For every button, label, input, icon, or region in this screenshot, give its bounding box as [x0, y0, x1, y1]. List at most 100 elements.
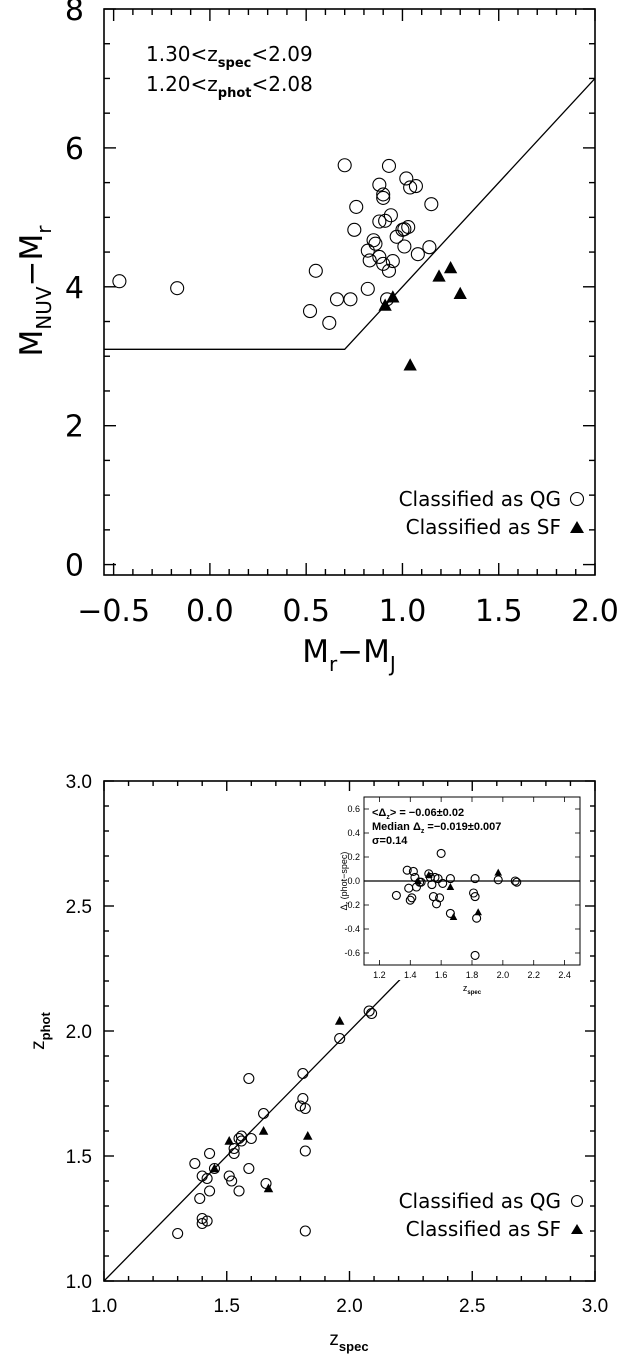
qg-sf-dividing-line: [104, 78, 596, 350]
sf-point: [258, 1126, 269, 1135]
sf-point: [432, 269, 446, 282]
inset-ytick-label: 0.4: [347, 828, 360, 838]
panel2-xtick-label: 1.5: [214, 1296, 240, 1317]
panel1-xtick-label: −0.5: [77, 594, 150, 629]
qg-point: [362, 253, 377, 268]
sf-point: [334, 1016, 345, 1025]
panel1-xlabel: Mr−MJ: [302, 634, 396, 676]
qg-point: [201, 1215, 213, 1227]
zphot-range-label: 1.20<zphot<2.08: [146, 72, 313, 101]
qg-point: [201, 1172, 213, 1185]
sf-point: [386, 290, 400, 303]
inset-qg-point: [435, 893, 445, 903]
inset-qg-point: [445, 908, 455, 918]
inset-ytick-label: 0.2: [347, 852, 360, 862]
qg-point: [297, 1092, 309, 1105]
inset-qg-point: [402, 865, 412, 875]
qg-point: [399, 171, 414, 186]
inset-ytick-label: -0.2: [344, 900, 360, 910]
panel2-ytick-label: 1.0: [66, 1272, 92, 1293]
qg-point: [372, 177, 387, 192]
sf-point: [403, 358, 417, 371]
qg-point: [233, 1185, 245, 1197]
qg-point: [299, 1225, 311, 1237]
one-to-one-line: [103, 975, 404, 1282]
qg-point: [204, 1147, 216, 1160]
sf-point: [224, 1136, 234, 1145]
panel1-frame: [103, 8, 596, 576]
panel2-xtick-label: 3.0: [582, 1296, 608, 1317]
qg-point: [422, 240, 437, 255]
qg-point: [410, 247, 425, 262]
qg-point: [329, 292, 345, 307]
qg-point: [112, 274, 127, 289]
legend-sf-marker: [570, 521, 584, 533]
qg-point: [228, 1142, 240, 1155]
inset-qg-point: [407, 893, 417, 903]
inset-qg-point: [470, 874, 480, 884]
panel2-ylabel: zphot: [28, 1012, 53, 1050]
inset-qg-point: [470, 950, 480, 960]
inset-qg-point: [445, 874, 455, 884]
zspec-range-label: 1.30<zspec<2.09: [146, 42, 313, 71]
inset-sf-point: [449, 913, 458, 920]
inset-xtick-label: 1.4: [404, 970, 417, 980]
qg-point: [366, 233, 381, 248]
qg-point: [349, 199, 364, 214]
qg-point: [360, 281, 375, 296]
qg-point: [243, 1162, 255, 1175]
inset-qg-point: [433, 874, 443, 884]
panel2-xtick-label: 2.5: [459, 1296, 485, 1317]
inset-ytick-label: 0.0: [347, 876, 360, 886]
qg-point: [223, 1170, 235, 1182]
inset-xtick-label: 2.0: [497, 970, 510, 980]
inset-sf-point: [446, 883, 455, 890]
inset-ytick-label: -0.4: [344, 924, 360, 934]
qg-point: [372, 214, 387, 229]
panel1-ylabel: MNUV−Mr: [14, 225, 56, 357]
inset-qg-point: [493, 875, 503, 885]
legend-qg-marker: [569, 491, 585, 507]
inset-qg-point: [470, 892, 480, 902]
redshift-panel: 1.0 1.5 2.0 2.5 3.0 1.0 1.5 2.0 2.5 3.0 Classifie…: [28, 772, 608, 1354]
inset-qg-point: [510, 876, 520, 886]
inset-xtick-label: 1.6: [435, 970, 448, 980]
qg-point: [347, 222, 362, 237]
inset-qg-point: [391, 890, 401, 900]
inset-xtick-label: 1.8: [466, 970, 479, 980]
sf-point: [303, 1131, 313, 1140]
legend2-qg-marker: [570, 1194, 584, 1208]
panel2-xtick-label: 2.0: [336, 1296, 362, 1317]
qg-point: [334, 1032, 346, 1045]
inset-qg-point: [438, 878, 448, 888]
legend-qg-label: Classified as QG: [399, 487, 561, 511]
inset-median-label: Median Δz =−0.019±0.007: [372, 821, 501, 835]
legend2-sf-marker: [571, 1224, 583, 1234]
qg-point: [172, 1227, 184, 1240]
qg-point: [226, 1175, 238, 1187]
qg-point: [401, 220, 416, 235]
inset-qg-point: [405, 895, 415, 905]
panel1-xtick-label: 1.5: [475, 594, 523, 629]
qg-point: [189, 1157, 201, 1170]
panel1-ytick-label: 8: [65, 0, 84, 28]
qg-point: [308, 263, 323, 278]
qg-point: [228, 1147, 240, 1160]
qg-point: [381, 158, 397, 174]
residual-inset: 1.2 1.4 1.6 1.8 2.0 2.2 2.4 0.6 0.4 0.2 0.0 -0.2 -0.…: [339, 793, 585, 996]
qg-point: [322, 315, 337, 330]
qg-point: [194, 1192, 206, 1205]
inset-ytick-label: 0.6: [347, 804, 360, 814]
inset-xtick-label: 2.4: [558, 970, 571, 980]
qg-point: [424, 197, 439, 212]
inset-ytick-label: -0.6: [344, 948, 360, 958]
qg-point: [204, 1185, 216, 1197]
inset-mean-label: <Δz> = −0.06±0.02: [372, 807, 464, 821]
inset-sigma-label: σ=0.14: [372, 835, 408, 847]
qg-point: [299, 1102, 311, 1115]
legend2-sf-label: Classified as SF: [406, 1217, 561, 1241]
qg-point: [245, 1132, 257, 1145]
qg-point: [337, 158, 352, 173]
qg-point: [408, 179, 423, 194]
